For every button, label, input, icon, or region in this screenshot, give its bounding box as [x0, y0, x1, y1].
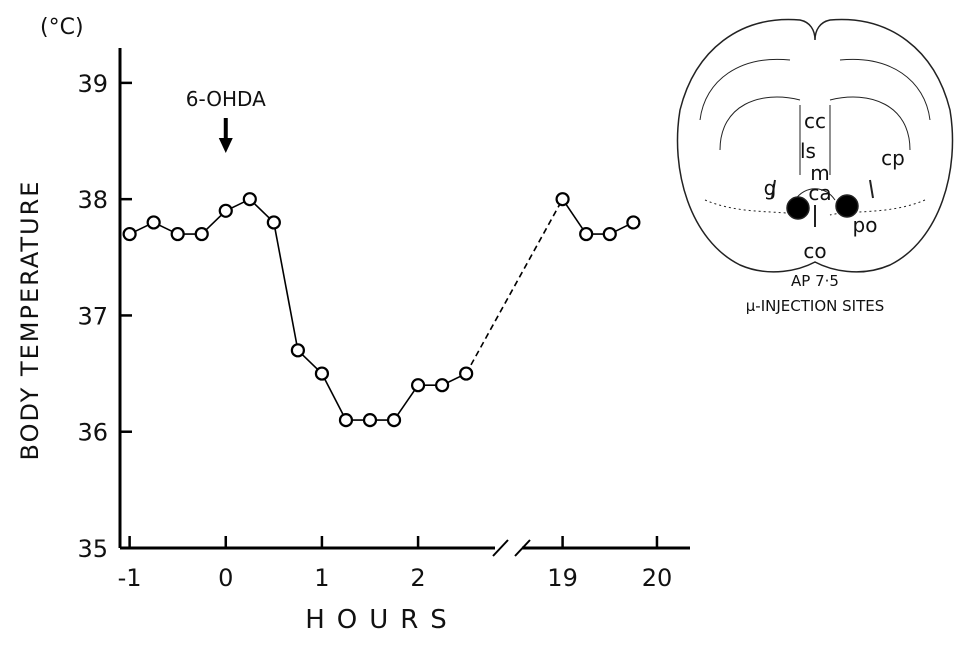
- data-point: [459, 366, 474, 381]
- annotation: 6-OHDA: [186, 87, 266, 111]
- y-label: BODY TEMPERATURE: [16, 180, 44, 461]
- data-point: [602, 226, 617, 242]
- data-point: [194, 226, 209, 242]
- data-point: [242, 192, 257, 207]
- region-label: ls: [800, 139, 816, 163]
- dashed-connector: [465, 198, 564, 374]
- data-point: [314, 366, 330, 381]
- y-tick-label: 38: [77, 186, 108, 214]
- data-point: [122, 226, 137, 242]
- connector: [273, 222, 299, 351]
- data-point: [386, 412, 402, 428]
- data-point: [290, 343, 305, 358]
- y-tick-label: 37: [77, 302, 108, 330]
- data-point: [218, 203, 233, 218]
- x-tick-label: -1: [118, 564, 142, 592]
- region-label: cc: [804, 109, 826, 133]
- y-unit: (°C): [40, 15, 84, 40]
- data-point: [626, 215, 641, 230]
- x-tick-label: 1: [314, 564, 329, 592]
- data-point: [435, 378, 450, 393]
- data-point: [410, 378, 426, 393]
- x-tick-label: 20: [642, 564, 673, 592]
- y-tick-label: 39: [77, 70, 108, 98]
- y-tick-label: 36: [77, 419, 108, 447]
- section-level: AP 7·5: [791, 272, 839, 290]
- connector: [321, 373, 347, 421]
- data-point: [362, 412, 378, 428]
- region-label: m: [810, 161, 829, 185]
- region-label: ca: [808, 181, 831, 205]
- region-label: co: [803, 239, 826, 263]
- annotation-arrowhead: [218, 138, 233, 153]
- data-point: [170, 226, 185, 242]
- x-tick-label: 19: [547, 564, 578, 592]
- axis-break: [514, 539, 531, 557]
- data-point: [146, 215, 161, 230]
- data-point: [555, 192, 570, 207]
- region-label: cp: [881, 146, 905, 170]
- x-tick-label: 2: [410, 564, 425, 592]
- data-point: [338, 412, 354, 428]
- region-label: po: [853, 213, 878, 237]
- data-point: [266, 215, 281, 230]
- x-label: HOURS: [305, 605, 459, 635]
- x-tick-label: 0: [218, 564, 233, 592]
- axis-break: [492, 539, 509, 557]
- inset-caption: μ-INJECTION SITES: [746, 297, 884, 315]
- region-label: g: [764, 176, 777, 200]
- y-tick-label: 35: [77, 535, 108, 563]
- data-point: [579, 226, 594, 242]
